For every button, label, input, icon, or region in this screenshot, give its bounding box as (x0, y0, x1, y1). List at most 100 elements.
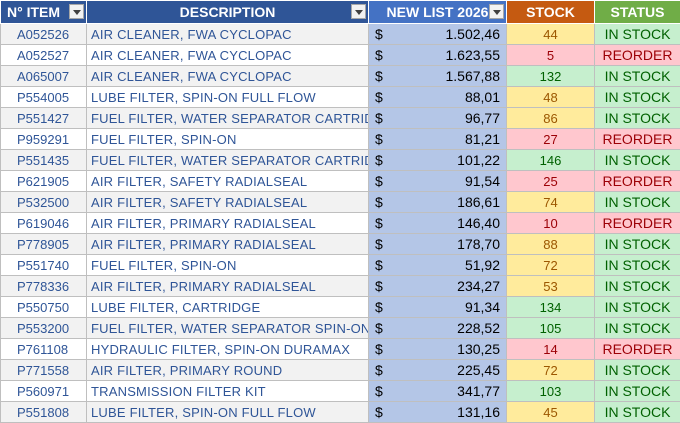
price-cell[interactable]: $101,22 (369, 150, 507, 171)
stock-cell[interactable]: 14 (507, 339, 595, 360)
description-cell[interactable]: TRANSMISSION FILTER KIT (87, 381, 369, 402)
header-description[interactable]: DESCRIPTION (87, 1, 369, 24)
header-item[interactable]: N° ITEM (1, 1, 87, 24)
item-cell[interactable]: P560971 (1, 381, 87, 402)
filter-dropdown-icon[interactable] (69, 4, 84, 19)
status-cell[interactable]: IN STOCK (595, 360, 680, 381)
description-cell[interactable]: AIR FILTER, PRIMARY RADIALSEAL (87, 276, 369, 297)
stock-cell[interactable]: 44 (507, 24, 595, 45)
description-cell[interactable]: AIR FILTER, PRIMARY RADIALSEAL (87, 213, 369, 234)
item-cell[interactable]: P778905 (1, 234, 87, 255)
price-cell[interactable]: $88,01 (369, 87, 507, 108)
stock-cell[interactable]: 25 (507, 171, 595, 192)
price-cell[interactable]: $81,21 (369, 129, 507, 150)
item-cell[interactable]: P621905 (1, 171, 87, 192)
price-cell[interactable]: $91,54 (369, 171, 507, 192)
filter-dropdown-icon[interactable] (489, 4, 504, 19)
stock-cell[interactable]: 103 (507, 381, 595, 402)
description-cell[interactable]: AIR FILTER, SAFETY RADIALSEAL (87, 192, 369, 213)
price-cell[interactable]: $225,45 (369, 360, 507, 381)
status-cell[interactable]: IN STOCK (595, 402, 680, 423)
status-cell[interactable]: REORDER (595, 339, 680, 360)
stock-cell[interactable]: 48 (507, 87, 595, 108)
price-cell[interactable]: $96,77 (369, 108, 507, 129)
price-cell[interactable]: $341,77 (369, 381, 507, 402)
price-cell[interactable]: $1.502,46 (369, 24, 507, 45)
price-cell[interactable]: $131,16 (369, 402, 507, 423)
stock-cell[interactable]: 72 (507, 255, 595, 276)
stock-cell[interactable]: 105 (507, 318, 595, 339)
status-cell[interactable]: REORDER (595, 129, 680, 150)
price-cell[interactable]: $1.623,55 (369, 45, 507, 66)
item-cell[interactable]: P550750 (1, 297, 87, 318)
header-status[interactable]: STATUS (595, 1, 680, 24)
status-cell[interactable]: IN STOCK (595, 381, 680, 402)
status-cell[interactable]: IN STOCK (595, 24, 680, 45)
status-cell[interactable]: IN STOCK (595, 66, 680, 87)
stock-cell[interactable]: 88 (507, 234, 595, 255)
status-cell[interactable]: IN STOCK (595, 297, 680, 318)
description-cell[interactable]: AIR CLEANER, FWA CYCLOPAC (87, 66, 369, 87)
stock-cell[interactable]: 27 (507, 129, 595, 150)
description-cell[interactable]: FUEL FILTER, WATER SEPARATOR CARTRIDGE (87, 150, 369, 171)
description-cell[interactable]: FUEL FILTER, SPIN-ON (87, 129, 369, 150)
status-cell[interactable]: REORDER (595, 171, 680, 192)
item-cell[interactable]: P554005 (1, 87, 87, 108)
description-cell[interactable]: LUBE FILTER, SPIN-ON FULL FLOW (87, 87, 369, 108)
stock-cell[interactable]: 146 (507, 150, 595, 171)
item-cell[interactable]: A052527 (1, 45, 87, 66)
stock-cell[interactable]: 45 (507, 402, 595, 423)
status-cell[interactable]: IN STOCK (595, 318, 680, 339)
filter-dropdown-icon[interactable] (351, 4, 366, 19)
stock-cell[interactable]: 134 (507, 297, 595, 318)
price-cell[interactable]: $234,27 (369, 276, 507, 297)
price-cell[interactable]: $91,34 (369, 297, 507, 318)
price-cell[interactable]: $186,61 (369, 192, 507, 213)
stock-cell[interactable]: 53 (507, 276, 595, 297)
item-cell[interactable]: P551808 (1, 402, 87, 423)
stock-cell[interactable]: 132 (507, 66, 595, 87)
item-cell[interactable]: P959291 (1, 129, 87, 150)
header-stock[interactable]: STOCK (507, 1, 595, 24)
item-cell[interactable]: A065007 (1, 66, 87, 87)
price-cell[interactable]: $178,70 (369, 234, 507, 255)
status-cell[interactable]: IN STOCK (595, 108, 680, 129)
item-cell[interactable]: P532500 (1, 192, 87, 213)
price-cell[interactable]: $146,40 (369, 213, 507, 234)
description-cell[interactable]: AIR FILTER, PRIMARY RADIALSEAL (87, 234, 369, 255)
description-cell[interactable]: AIR CLEANER, FWA CYCLOPAC (87, 24, 369, 45)
description-cell[interactable]: HYDRAULIC FILTER, SPIN-ON DURAMAX (87, 339, 369, 360)
description-cell[interactable]: AIR FILTER, SAFETY RADIALSEAL (87, 171, 369, 192)
status-cell[interactable]: REORDER (595, 45, 680, 66)
price-cell[interactable]: $130,25 (369, 339, 507, 360)
item-cell[interactable]: P771558 (1, 360, 87, 381)
description-cell[interactable]: FUEL FILTER, WATER SEPARATOR CARTRIDGE (87, 108, 369, 129)
stock-cell[interactable]: 72 (507, 360, 595, 381)
item-cell[interactable]: P778336 (1, 276, 87, 297)
item-cell[interactable]: P619046 (1, 213, 87, 234)
stock-cell[interactable]: 86 (507, 108, 595, 129)
description-cell[interactable]: FUEL FILTER, WATER SEPARATOR SPIN-ON (87, 318, 369, 339)
price-cell[interactable]: $1.567,88 (369, 66, 507, 87)
description-cell[interactable]: AIR FILTER, PRIMARY ROUND (87, 360, 369, 381)
item-cell[interactable]: P761108 (1, 339, 87, 360)
stock-cell[interactable]: 10 (507, 213, 595, 234)
price-cell[interactable]: $51,92 (369, 255, 507, 276)
item-cell[interactable]: P551740 (1, 255, 87, 276)
header-price[interactable]: NEW LIST 2026 (369, 1, 507, 24)
status-cell[interactable]: IN STOCK (595, 87, 680, 108)
status-cell[interactable]: IN STOCK (595, 192, 680, 213)
item-cell[interactable]: P551427 (1, 108, 87, 129)
status-cell[interactable]: IN STOCK (595, 276, 680, 297)
item-cell[interactable]: P553200 (1, 318, 87, 339)
description-cell[interactable]: AIR CLEANER, FWA CYCLOPAC (87, 45, 369, 66)
status-cell[interactable]: IN STOCK (595, 150, 680, 171)
item-cell[interactable]: P551435 (1, 150, 87, 171)
description-cell[interactable]: LUBE FILTER, CARTRIDGE (87, 297, 369, 318)
description-cell[interactable]: FUEL FILTER, SPIN-ON (87, 255, 369, 276)
item-cell[interactable]: A052526 (1, 24, 87, 45)
description-cell[interactable]: LUBE FILTER, SPIN-ON FULL FLOW (87, 402, 369, 423)
status-cell[interactable]: IN STOCK (595, 234, 680, 255)
status-cell[interactable]: REORDER (595, 213, 680, 234)
stock-cell[interactable]: 5 (507, 45, 595, 66)
